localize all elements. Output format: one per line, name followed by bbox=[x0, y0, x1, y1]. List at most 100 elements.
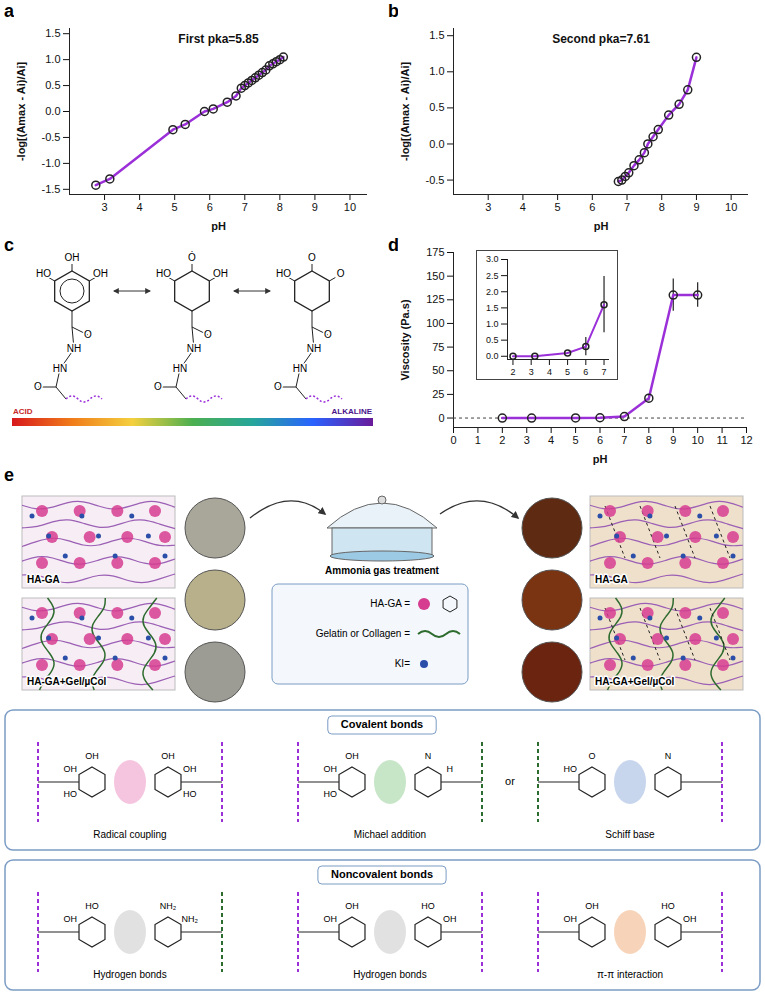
svg-text:HO: HO bbox=[64, 789, 78, 799]
svg-text:O: O bbox=[154, 381, 162, 392]
svg-text:pH: pH bbox=[593, 453, 608, 465]
svg-text:NH: NH bbox=[307, 343, 321, 354]
svg-text:3.0: 3.0 bbox=[486, 254, 499, 264]
svg-text:HN: HN bbox=[53, 363, 67, 374]
svg-text:8: 8 bbox=[646, 434, 652, 446]
svg-text:11: 11 bbox=[716, 434, 727, 446]
svg-text:Schiff base: Schiff base bbox=[605, 829, 655, 840]
svg-text:HO: HO bbox=[661, 901, 675, 911]
svg-text:0.0: 0.0 bbox=[429, 137, 444, 149]
svg-text:Ȯ: Ȯ bbox=[188, 251, 196, 263]
svg-text:5: 5 bbox=[565, 367, 570, 377]
svg-text:Hydrogen bonds: Hydrogen bonds bbox=[93, 969, 166, 980]
svg-text:0.0: 0.0 bbox=[486, 351, 499, 361]
svg-text:Viscosity (Pa.s): Viscosity (Pa.s) bbox=[399, 299, 411, 380]
svg-text:1: 1 bbox=[475, 434, 481, 446]
svg-text:O: O bbox=[204, 329, 212, 340]
svg-text:-1.5: -1.5 bbox=[42, 183, 61, 195]
svg-text:OH: OH bbox=[345, 901, 359, 911]
svg-text:4: 4 bbox=[520, 201, 526, 213]
svg-text:HO: HO bbox=[564, 764, 578, 774]
svg-text:-log[(Amax - Ai)/Ai]: -log[(Amax - Ai)/Ai] bbox=[399, 62, 411, 162]
svg-text:6: 6 bbox=[597, 434, 603, 446]
svg-text:0.5: 0.5 bbox=[429, 101, 444, 113]
svg-text:-log[(Amax - Ai)/Ai]: -log[(Amax - Ai)/Ai] bbox=[15, 62, 27, 162]
svg-text:9: 9 bbox=[670, 434, 676, 446]
svg-text:ACID: ACID bbox=[13, 407, 33, 416]
svg-text:-1.0: -1.0 bbox=[42, 157, 61, 169]
svg-text:1.5: 1.5 bbox=[429, 29, 444, 41]
svg-text:OH: OH bbox=[161, 751, 175, 761]
svg-text:OH: OH bbox=[85, 751, 99, 761]
svg-text:OH: OH bbox=[564, 914, 578, 924]
svg-text:10: 10 bbox=[344, 201, 356, 213]
svg-text:HA-GA+Gel/µCol: HA-GA+Gel/µCol bbox=[27, 676, 107, 687]
svg-text:-0.5: -0.5 bbox=[42, 131, 61, 143]
svg-text:HN: HN bbox=[173, 363, 187, 374]
svg-text:2.5: 2.5 bbox=[486, 271, 499, 281]
svg-text:HO: HO bbox=[183, 789, 197, 799]
svg-text:2: 2 bbox=[499, 434, 505, 446]
svg-text:OH: OH bbox=[683, 914, 697, 924]
svg-text:pH: pH bbox=[594, 220, 609, 232]
svg-text:O: O bbox=[34, 381, 42, 392]
svg-text:O: O bbox=[84, 329, 92, 340]
svg-text:NH₂: NH₂ bbox=[160, 901, 177, 911]
svg-text:HO: HO bbox=[324, 789, 338, 799]
svg-text:HO: HO bbox=[156, 268, 171, 279]
svg-text:6: 6 bbox=[583, 367, 588, 377]
svg-text:3: 3 bbox=[485, 201, 491, 213]
svg-text:NH: NH bbox=[187, 343, 201, 354]
svg-text:3: 3 bbox=[101, 201, 107, 213]
svg-text:NH: NH bbox=[67, 343, 81, 354]
svg-text:4: 4 bbox=[548, 434, 554, 446]
svg-text:1.5: 1.5 bbox=[45, 27, 60, 39]
svg-text:0: 0 bbox=[450, 434, 456, 446]
svg-text:HA-GA: HA-GA bbox=[595, 574, 628, 585]
svg-text:HO: HO bbox=[421, 901, 435, 911]
svg-text:0.5: 0.5 bbox=[45, 79, 60, 91]
svg-text:OH: OH bbox=[443, 914, 457, 924]
svg-text:9: 9 bbox=[312, 201, 318, 213]
svg-text:175: 175 bbox=[426, 246, 444, 258]
svg-text:1.0: 1.0 bbox=[486, 319, 499, 329]
svg-text:OH: OH bbox=[64, 914, 78, 924]
svg-text:5: 5 bbox=[172, 201, 178, 213]
svg-text:OH: OH bbox=[213, 268, 228, 279]
svg-text:Radical coupling: Radical coupling bbox=[93, 829, 166, 840]
svg-text:OH: OH bbox=[65, 252, 80, 263]
svg-text:ALKALINE: ALKALINE bbox=[332, 407, 373, 416]
svg-text:O: O bbox=[274, 381, 282, 392]
svg-text:3: 3 bbox=[529, 367, 534, 377]
svg-text:125: 125 bbox=[426, 293, 444, 305]
svg-text:Covalent bonds: Covalent bonds bbox=[341, 718, 424, 730]
svg-text:Gelatin or Collagen =: Gelatin or Collagen = bbox=[316, 628, 410, 639]
svg-text:π-π interaction: π-π interaction bbox=[597, 969, 663, 980]
svg-text:HA-GA: HA-GA bbox=[27, 574, 60, 585]
svg-text:N: N bbox=[665, 751, 672, 761]
svg-text:6: 6 bbox=[589, 201, 595, 213]
svg-text:25: 25 bbox=[432, 388, 444, 400]
svg-text:HO: HO bbox=[85, 901, 99, 911]
svg-text:7: 7 bbox=[242, 201, 248, 213]
svg-text:HO: HO bbox=[36, 268, 51, 279]
svg-text:NH₂: NH₂ bbox=[181, 914, 198, 924]
svg-text:Hydrogen bonds: Hydrogen bonds bbox=[353, 969, 426, 980]
svg-text:5: 5 bbox=[555, 201, 561, 213]
svg-text:Michael addition: Michael addition bbox=[354, 829, 426, 840]
svg-text:7: 7 bbox=[624, 201, 630, 213]
svg-text:HN: HN bbox=[293, 363, 307, 374]
svg-text:4: 4 bbox=[547, 367, 552, 377]
svg-text:4: 4 bbox=[137, 201, 143, 213]
svg-text:N: N bbox=[425, 751, 432, 761]
svg-text:OH: OH bbox=[324, 914, 338, 924]
svg-text:8: 8 bbox=[659, 201, 665, 213]
svg-text:OH: OH bbox=[183, 764, 197, 774]
svg-text:0: 0 bbox=[438, 412, 444, 424]
svg-text:OH: OH bbox=[93, 268, 108, 279]
svg-text:10: 10 bbox=[725, 201, 737, 213]
svg-text:KI=: KI= bbox=[395, 658, 410, 669]
svg-text:Ammonia gas treatment: Ammonia gas treatment bbox=[325, 565, 440, 576]
svg-text:12: 12 bbox=[740, 434, 752, 446]
svg-text:OH: OH bbox=[324, 764, 338, 774]
